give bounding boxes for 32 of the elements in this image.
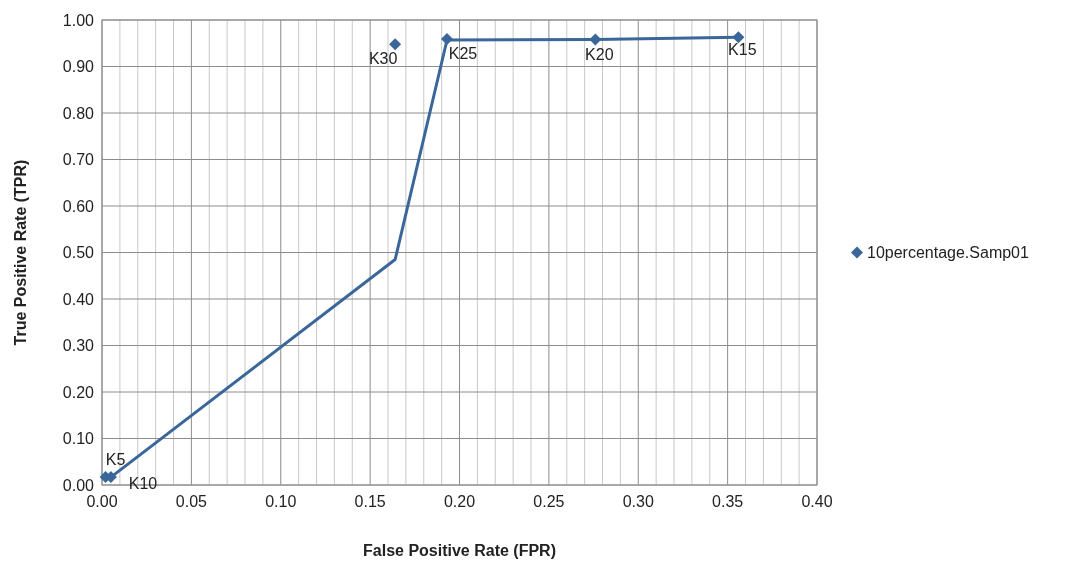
y-tick-label: 0.80 bbox=[62, 104, 95, 122]
y-tick-label: 1.00 bbox=[62, 11, 95, 29]
y-tick-label: 0.30 bbox=[62, 337, 95, 355]
y-tick-label: 0.60 bbox=[62, 197, 95, 215]
y-tick-label: 0.10 bbox=[62, 430, 95, 448]
annotation: K10 bbox=[128, 475, 158, 493]
x-tick-label: 0.40 bbox=[801, 493, 833, 510]
legend-label: 10percentage.Samp01 bbox=[867, 244, 1029, 262]
annotation: K20 bbox=[585, 45, 614, 63]
x-tick-label: 0.15 bbox=[354, 493, 386, 510]
x-tick-label: 0.25 bbox=[533, 493, 565, 510]
point bbox=[732, 31, 745, 44]
x-tick-label: 0.10 bbox=[265, 493, 297, 510]
y-tick-label: 0.00 bbox=[62, 476, 95, 494]
y-tick-label: 0.40 bbox=[62, 290, 95, 308]
x-tick-label: 0.00 bbox=[86, 493, 118, 510]
y-axis-title: True Positive Rate (TPR) bbox=[12, 159, 29, 346]
x-axis-title: False Positive Rate (FPR) bbox=[363, 542, 556, 559]
point bbox=[389, 38, 402, 51]
annotation: K15 bbox=[728, 41, 757, 59]
x-tick-label: 0.30 bbox=[622, 493, 654, 510]
annotation: K25 bbox=[448, 45, 478, 63]
x-tick-label: 0.20 bbox=[443, 493, 476, 510]
y-tick-label: 0.20 bbox=[62, 383, 95, 401]
point bbox=[440, 33, 453, 46]
y-tick-label: 0.50 bbox=[62, 244, 95, 262]
annotation: K5 bbox=[105, 451, 126, 469]
x-tick-label: 0.35 bbox=[712, 493, 744, 510]
y-tick-label: 0.90 bbox=[62, 58, 95, 76]
annotation: K30 bbox=[368, 50, 398, 68]
x-tick-label: 0.05 bbox=[175, 493, 208, 510]
y-tick-label: 0.70 bbox=[62, 151, 95, 169]
